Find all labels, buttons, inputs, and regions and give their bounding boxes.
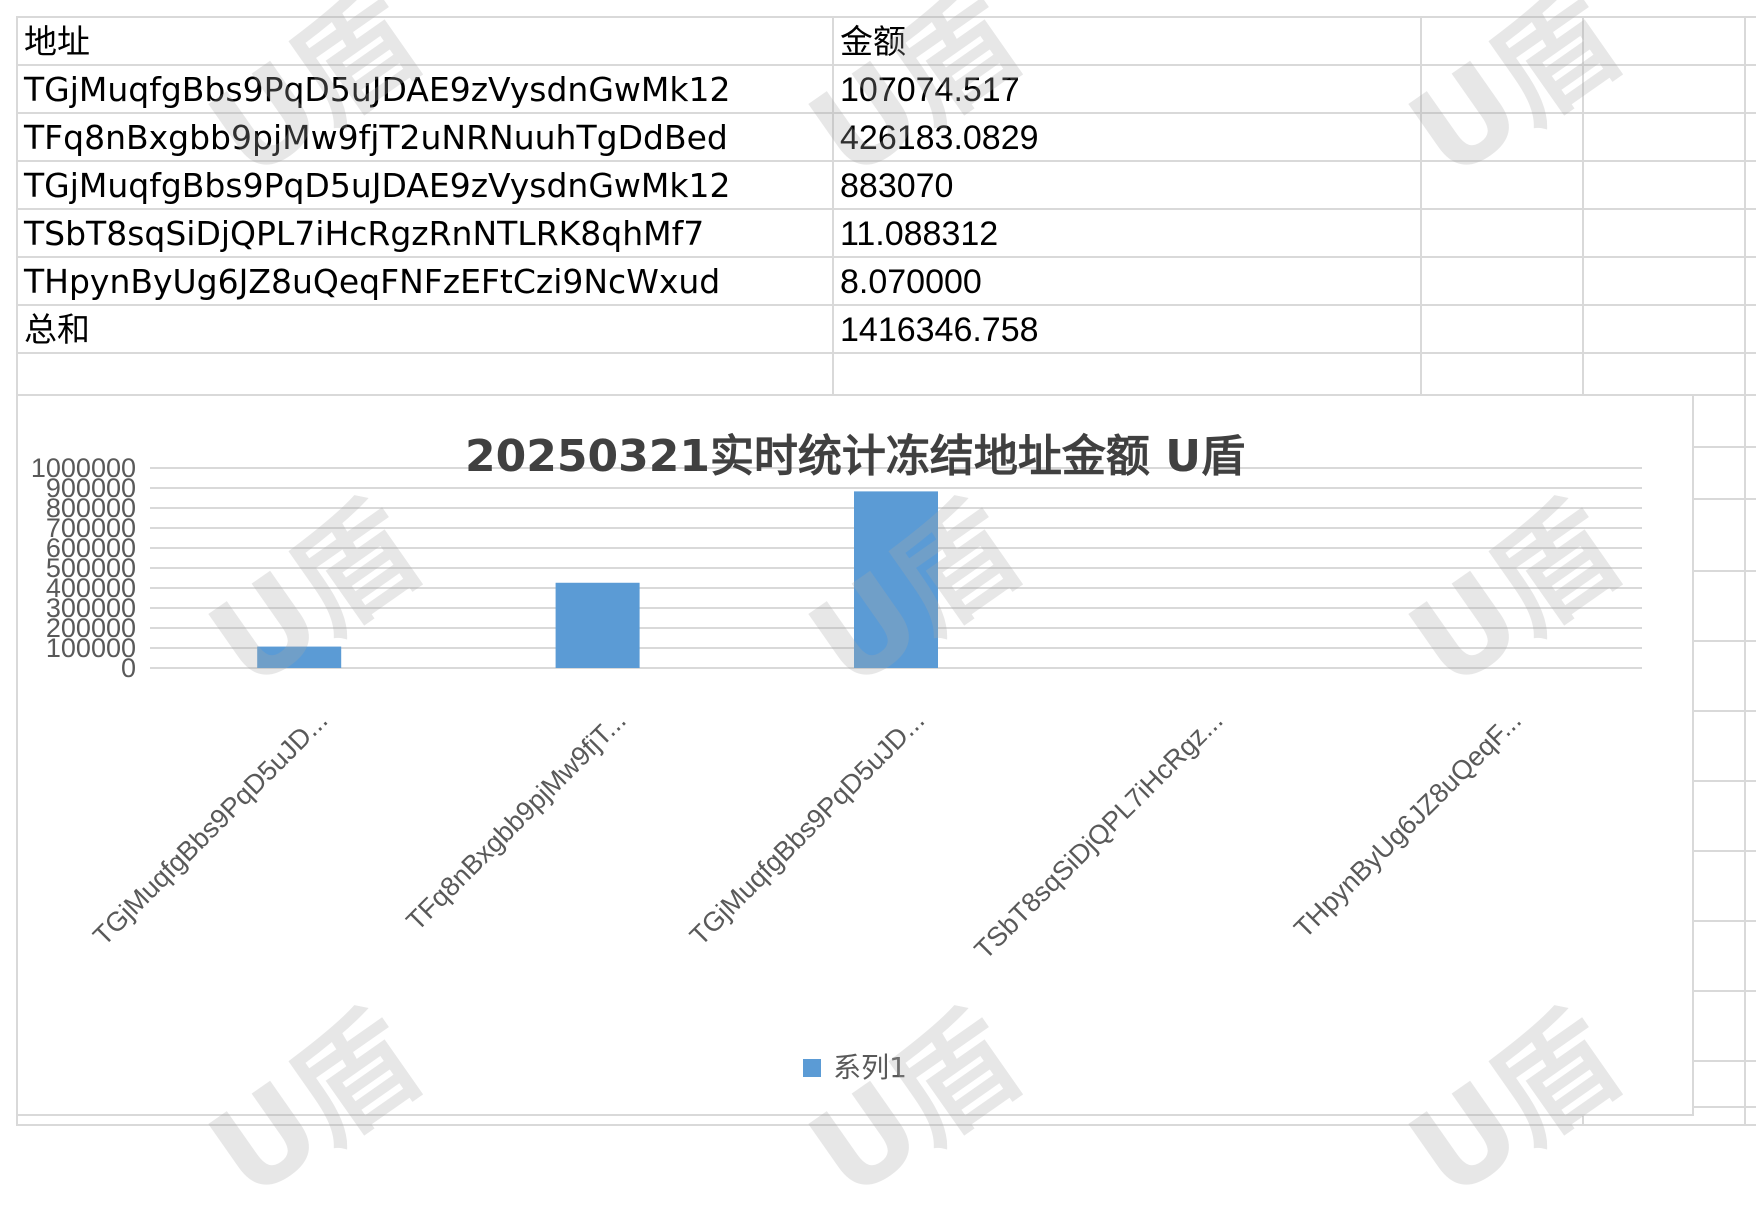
cell-address[interactable]: TFq8nBxgbb9pjMw9fjT2uNRNuuhTgDdBed — [24, 114, 728, 162]
cell-address[interactable]: THpynByUg6JZ8uQeqFNFzEFtCzi9NcWxud — [24, 258, 720, 306]
x-tick-label: THpynByUg6JZ8uQeqF... — [1288, 705, 1527, 944]
grid-line — [1694, 640, 1756, 642]
bar[interactable] — [257, 647, 341, 668]
cell-address[interactable]: TSbT8sqSiDjQPL7iHcRgzRnNTLRK8qhMf7 — [24, 210, 704, 258]
grid-line — [1694, 446, 1756, 448]
x-tick-label: TFq8nBxgbb9pjMw9fjT... — [401, 705, 632, 936]
grid-line — [1694, 990, 1756, 992]
grid-line — [1694, 850, 1756, 852]
legend-swatch — [803, 1059, 821, 1077]
chart-plot: 0100000200000300000400000500000600000700… — [18, 396, 1692, 1114]
grid-line — [1694, 1060, 1756, 1062]
cell-amount[interactable]: 8.070000 — [840, 258, 982, 306]
cell-total-label[interactable]: 总和 — [24, 306, 90, 354]
cell-address[interactable]: TGjMuqfgBbs9PqD5uJDAE9zVysdnGwMk12 — [24, 66, 730, 114]
header-amount[interactable]: 金额 — [840, 18, 906, 66]
grid-line — [1694, 780, 1756, 782]
cell-address[interactable]: TGjMuqfgBbs9PqD5uJDAE9zVysdnGwMk12 — [24, 162, 730, 210]
bar[interactable] — [854, 491, 938, 668]
grid-line — [1694, 920, 1756, 922]
chart-legend: 系列1 — [18, 1046, 1692, 1086]
legend-label: 系列1 — [833, 1051, 907, 1084]
grid-line — [16, 1124, 1756, 1126]
x-tick-label: TSbT8sqSiDjQPL7iHcRgz... — [969, 705, 1229, 965]
grid-line — [1694, 710, 1756, 712]
cell-amount[interactable]: 883070 — [840, 162, 953, 210]
chart-title: 20250321实时统计冻结地址金额 U盾 — [18, 420, 1692, 484]
cell-amount[interactable]: 426183.0829 — [840, 114, 1039, 162]
grid-line — [832, 16, 834, 394]
cell-amount[interactable]: 107074.517 — [840, 66, 1020, 114]
cell-total-value[interactable]: 1416346.758 — [840, 306, 1039, 354]
x-tick-label: TGjMuqfgBbs9PqD5uJD... — [684, 705, 930, 951]
grid-line — [1694, 570, 1756, 572]
grid-line — [1694, 1106, 1756, 1108]
cell-amount[interactable]: 11.088312 — [840, 210, 998, 258]
grid-line — [1744, 16, 1746, 1126]
bar[interactable] — [556, 583, 640, 668]
x-tick-label: TGjMuqfgBbs9PqD5uJD... — [87, 705, 333, 951]
grid-line — [1420, 16, 1422, 394]
header-address[interactable]: 地址 — [24, 18, 90, 66]
grid-line — [1694, 498, 1756, 500]
